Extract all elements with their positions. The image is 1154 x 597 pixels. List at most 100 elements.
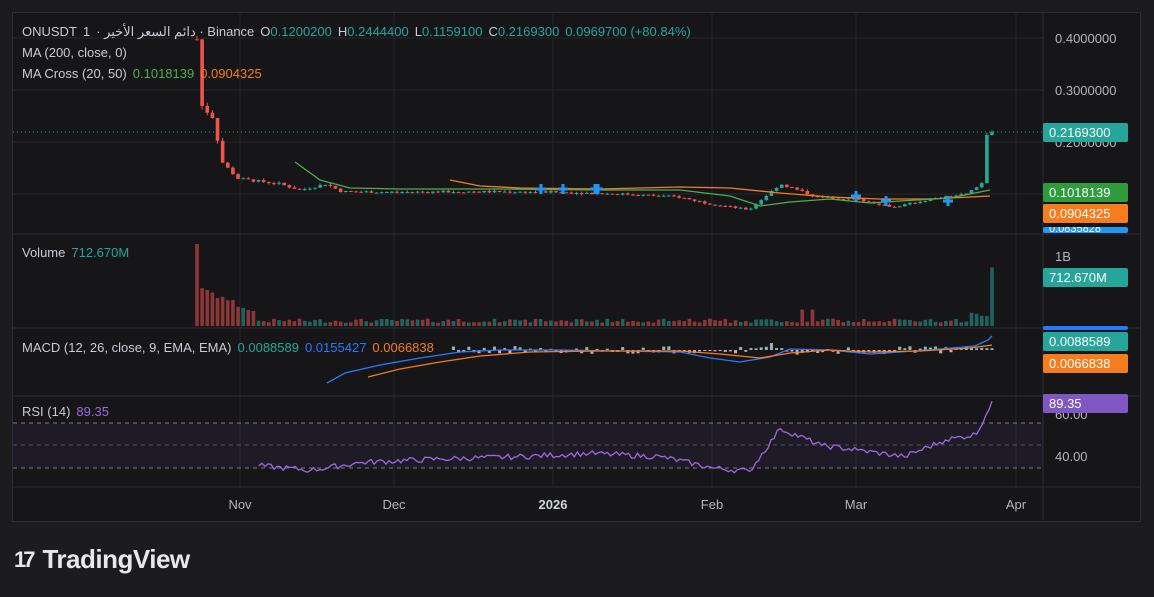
- rsi-tick: 40.00: [1055, 449, 1088, 464]
- candle-body: [764, 195, 769, 201]
- volume-bar: [692, 321, 697, 326]
- candle-body: [215, 118, 220, 141]
- rsi-legend[interactable]: RSI (14) 89.35: [22, 404, 115, 419]
- ma-slow-line: [449, 179, 991, 200]
- candle-body: [354, 191, 358, 193]
- volume-bar: [631, 320, 635, 326]
- rsi-badge: 89.35: [1043, 394, 1128, 413]
- volume-bar: [513, 319, 517, 326]
- volume-bar: [241, 307, 245, 326]
- candle-body: [477, 191, 481, 193]
- open-label: O: [260, 24, 271, 39]
- symbol-name[interactable]: ONUSDT: [22, 24, 77, 39]
- volume-bar: [390, 319, 394, 326]
- volume-legend[interactable]: Volume 712.670M: [22, 245, 135, 260]
- candle-body: [210, 112, 215, 119]
- candle-body: [677, 196, 681, 198]
- volume-bar: [323, 322, 328, 326]
- candle-body: [200, 39, 204, 106]
- rsi-line: [258, 400, 993, 474]
- volume-bar: [800, 309, 805, 326]
- volume-bar: [841, 322, 846, 326]
- candle-body: [349, 191, 353, 193]
- macd-hist-bar: [918, 348, 922, 350]
- macross-label: MA Cross (20, 50): [22, 66, 127, 81]
- volume-bar: [267, 322, 271, 326]
- macd-hist-bar: [713, 350, 717, 352]
- macd-hist-bar: [867, 350, 871, 352]
- ma200-label: MA (200, close, 0): [22, 45, 127, 60]
- macd-hist-bar: [780, 348, 784, 350]
- candle-body: [364, 191, 369, 193]
- ma200-legend[interactable]: MA (200, close, 0): [22, 45, 133, 60]
- volume-bar: [379, 319, 384, 326]
- volume-bar: [744, 321, 748, 326]
- candle-body: [302, 189, 307, 191]
- volume-bar: [333, 320, 338, 326]
- volume-bar: [749, 322, 753, 326]
- candle-body: [908, 202, 912, 205]
- candles-layer: [195, 35, 994, 211]
- candle-body: [605, 193, 610, 195]
- time-tick: Feb: [700, 497, 724, 512]
- candle-body: [220, 140, 225, 163]
- grid: [13, 13, 1043, 487]
- candle-body: [620, 193, 625, 195]
- candle-body: [800, 189, 805, 191]
- candle-body: [328, 184, 333, 186]
- volume-bar: [897, 319, 902, 326]
- macd-hist-bar: [467, 346, 471, 350]
- macd-hist-bar: [513, 346, 517, 350]
- candle-body: [759, 200, 763, 205]
- candle-body: [846, 198, 851, 200]
- volume-bar: [210, 292, 215, 326]
- volume-bar: [687, 318, 692, 326]
- macd-hist-bar: [903, 348, 907, 350]
- volume-bar: [318, 319, 322, 326]
- volume-bar: [492, 318, 497, 326]
- candle-body: [487, 190, 492, 193]
- candle-body: [790, 186, 794, 188]
- candle-body: [549, 191, 553, 193]
- macd-hist-bar: [923, 346, 927, 350]
- macd-hist-bar: [457, 350, 461, 353]
- volume-bar: [672, 321, 676, 326]
- macd-label: MACD (12, 26, close, 9, EMA, EMA): [22, 340, 232, 355]
- macd-legend[interactable]: MACD (12, 26, close, 9, EMA, EMA) 0.00885…: [22, 340, 440, 355]
- volume-bar: [256, 320, 261, 326]
- candle-body: [518, 191, 522, 193]
- macd-hist-bar: [898, 346, 902, 350]
- volume-bar: [820, 319, 825, 326]
- candle-body: [815, 196, 820, 198]
- candle-body: [497, 190, 502, 192]
- macd-hist-bar: [585, 347, 589, 350]
- macd-hist-badge: 0.0088589: [1043, 332, 1128, 351]
- candle-body: [272, 183, 276, 185]
- volume-bar: [543, 321, 548, 326]
- volume-bar: [677, 320, 681, 326]
- candle-body: [436, 191, 440, 193]
- candle-body: [661, 195, 666, 197]
- candle-body: [267, 182, 271, 184]
- volume-bar: [713, 320, 717, 326]
- macd-hist-bar: [595, 348, 599, 350]
- volume-bar: [354, 319, 358, 326]
- candle-body: [733, 206, 738, 208]
- candle-body: [718, 205, 722, 207]
- volume-bar: [410, 320, 415, 326]
- volume-bar: [790, 322, 794, 326]
- volume-bar: [928, 319, 933, 326]
- volume-value: 712.670M: [71, 245, 130, 260]
- symbol-interval[interactable]: 1: [82, 24, 91, 39]
- macd-hist-bar: [498, 350, 502, 354]
- macd-line: [326, 335, 993, 384]
- tradingview-logo[interactable]: 17 TradingView: [14, 544, 190, 575]
- volume-bar: [528, 322, 533, 326]
- macross-legend[interactable]: MA Cross (20, 50) 0.1018139 0.0904325: [22, 66, 268, 81]
- candle-body: [892, 206, 897, 208]
- volume-bar: [728, 322, 733, 326]
- volume-bar: [518, 320, 522, 326]
- candle-body: [779, 184, 784, 188]
- candle-body: [205, 105, 210, 113]
